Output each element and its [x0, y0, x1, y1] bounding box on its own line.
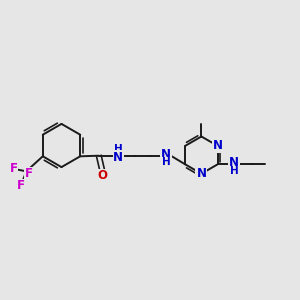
Text: H: H	[114, 144, 123, 154]
Text: N: N	[113, 151, 123, 164]
Text: F: F	[17, 179, 25, 192]
Text: N: N	[196, 167, 206, 180]
Text: N: N	[212, 139, 223, 152]
Text: O: O	[98, 169, 107, 182]
Text: F: F	[25, 167, 33, 180]
Text: H: H	[230, 166, 238, 176]
Text: N: N	[161, 148, 171, 161]
Text: F: F	[10, 162, 18, 176]
Text: N: N	[229, 156, 239, 170]
Text: H: H	[162, 157, 170, 167]
